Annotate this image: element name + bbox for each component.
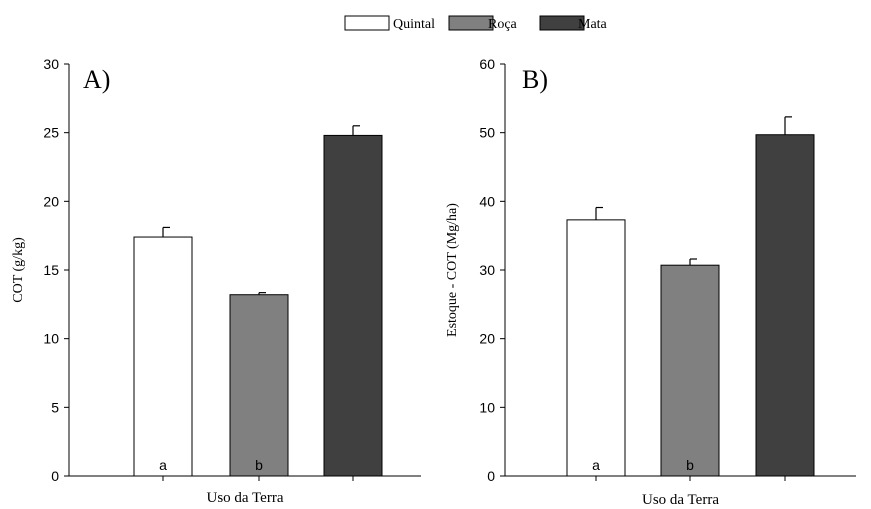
- y-axis-label: COT (g/kg): [11, 237, 26, 303]
- legend-label: Mata: [578, 17, 608, 32]
- bar-letter: b: [255, 457, 263, 473]
- y-tick-label: 20: [43, 193, 59, 209]
- y-tick-label: 20: [479, 331, 495, 347]
- bar: [229, 294, 289, 477]
- bar: [133, 236, 193, 477]
- x-axis-label: Uso da Terra: [642, 492, 719, 508]
- bar-letter: a: [592, 457, 600, 473]
- legend-label: Quintal: [393, 17, 435, 32]
- panel-label: A): [83, 65, 110, 94]
- y-tick-label: 10: [43, 331, 59, 347]
- bar: [660, 264, 720, 477]
- y-tick-label: 30: [479, 262, 495, 278]
- legend: Quintal Roça Mata: [344, 15, 608, 32]
- y-tick-label: 10: [479, 399, 495, 415]
- legend-swatch: [539, 15, 585, 31]
- bar-letter: b: [686, 457, 694, 473]
- chart-panel-b: a b 0 10 20 30 40 50 60 B) Uso da Terra Estoque - C…: [445, 56, 856, 508]
- legend-swatch: [448, 15, 494, 31]
- y-tick-label: 60: [479, 56, 495, 72]
- y-tick-label: 25: [43, 125, 59, 141]
- y-tick-label: 15: [43, 262, 59, 278]
- y-tick-label: 30: [43, 56, 59, 72]
- legend-label: Roça: [488, 17, 518, 32]
- bar: [566, 219, 626, 477]
- chart-panel-a: a b 0 5 10 15 20 25 30 A) Uso da Terra COT (g/kg): [11, 56, 421, 506]
- y-tick-label: 50: [479, 125, 495, 141]
- panel-label: B): [522, 65, 548, 94]
- bar: [755, 134, 815, 477]
- y-tick-label: 5: [51, 399, 59, 415]
- bar-letter: a: [159, 457, 167, 473]
- y-tick-label: 0: [51, 468, 59, 484]
- y-tick-label: 0: [487, 468, 495, 484]
- legend-swatch: [344, 15, 390, 31]
- y-axis-label: Estoque - COT (Mg/ha): [445, 203, 460, 337]
- x-axis-label: Uso da Terra: [207, 490, 284, 506]
- y-tick-label: 40: [479, 193, 495, 209]
- bar: [323, 134, 383, 477]
